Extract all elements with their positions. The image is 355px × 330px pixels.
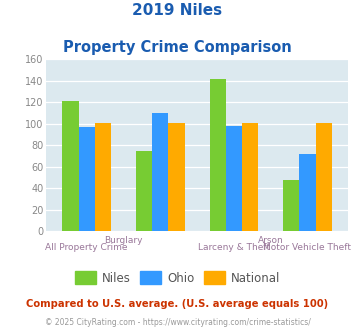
Bar xyxy=(299,154,316,231)
Bar xyxy=(316,123,332,231)
Text: All Property Crime: All Property Crime xyxy=(45,243,128,251)
Text: © 2025 CityRating.com - https://www.cityrating.com/crime-statistics/: © 2025 CityRating.com - https://www.city… xyxy=(45,318,310,327)
Text: Motor Vehicle Theft: Motor Vehicle Theft xyxy=(263,243,351,251)
Bar xyxy=(78,127,95,231)
Text: Property Crime Comparison: Property Crime Comparison xyxy=(63,40,292,54)
Text: Compared to U.S. average. (U.S. average equals 100): Compared to U.S. average. (U.S. average … xyxy=(26,299,329,309)
Text: 2019 Niles: 2019 Niles xyxy=(132,3,223,18)
Bar xyxy=(283,180,299,231)
Bar xyxy=(226,126,242,231)
Bar xyxy=(62,101,78,231)
Text: Larceny & Theft: Larceny & Theft xyxy=(198,243,270,251)
Bar xyxy=(242,123,258,231)
Bar xyxy=(168,123,185,231)
Text: Burglary: Burglary xyxy=(104,236,143,245)
Bar xyxy=(136,150,152,231)
Legend: Niles, Ohio, National: Niles, Ohio, National xyxy=(70,267,285,289)
Bar xyxy=(95,123,111,231)
Bar xyxy=(152,113,168,231)
Text: Arson: Arson xyxy=(258,236,284,245)
Bar xyxy=(209,79,226,231)
